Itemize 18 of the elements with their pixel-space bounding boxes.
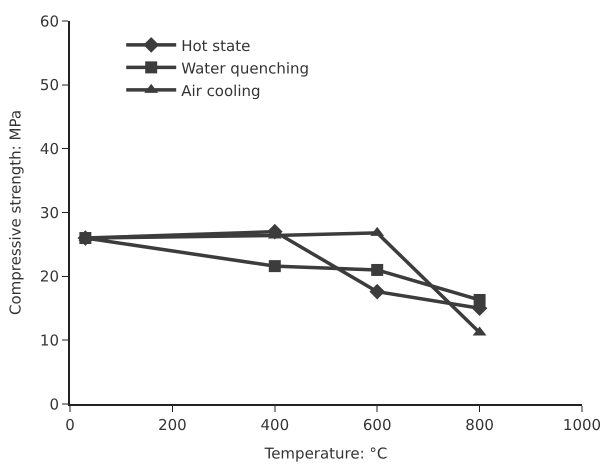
y-tick-label: 0 xyxy=(49,395,59,414)
x-tick-label: 200 xyxy=(158,416,187,434)
legend-label: Hot state xyxy=(181,36,250,55)
x-tick-label: 600 xyxy=(362,416,392,434)
y-tick-label: 20 xyxy=(40,268,59,286)
y-axis-title: Compressive strength: MPa xyxy=(6,110,25,316)
x-tick-label: 400 xyxy=(260,416,290,434)
y-tick-label: 50 xyxy=(40,76,59,94)
y-tick-label: 10 xyxy=(40,331,59,350)
x-tick-label: 1000 xyxy=(562,416,602,434)
x-tick-label: 0 xyxy=(65,416,75,434)
legend-label: Water quenching xyxy=(181,59,310,78)
y-tick-label: 30 xyxy=(40,204,59,222)
x-axis-title: Temperature: °C xyxy=(264,444,388,462)
legend-label: Air cooling xyxy=(181,82,261,100)
x-tick-label: 800 xyxy=(465,416,494,434)
y-tick-label: 40 xyxy=(40,140,59,158)
y-tick-label: 60 xyxy=(40,12,59,30)
